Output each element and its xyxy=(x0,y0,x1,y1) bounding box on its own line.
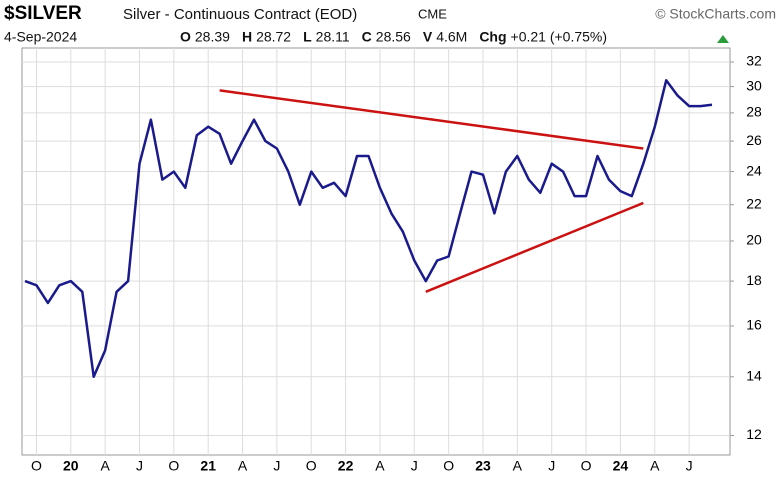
x-tick-label: A xyxy=(513,458,523,474)
stat-label: V xyxy=(423,29,433,45)
source: © StockCharts.com xyxy=(655,6,776,22)
x-tick-label: 21 xyxy=(200,458,216,474)
x-tick-label: J xyxy=(136,458,143,474)
x-tick-label: A xyxy=(375,458,385,474)
stat-value: 28.72 xyxy=(256,29,291,45)
trendline xyxy=(425,201,644,293)
up-arrow xyxy=(717,35,729,43)
y-tick-label: 24 xyxy=(746,162,762,178)
instrument-name: Silver - Continuous Contract (EOD) xyxy=(123,6,357,23)
x-tick-label: J xyxy=(686,458,693,474)
stat-label: H xyxy=(242,29,252,45)
x-tick-label: 20 xyxy=(63,458,79,474)
stat-label: Chg xyxy=(479,29,506,45)
x-tick-label: A xyxy=(238,458,248,474)
exchange: CME xyxy=(418,6,447,21)
trendline xyxy=(219,89,644,150)
x-tick-label: O xyxy=(31,458,42,474)
x-tick-label: J xyxy=(273,458,280,474)
symbol: $SILVER xyxy=(4,3,82,24)
y-tick-label: 12 xyxy=(746,426,762,442)
y-tick-label: 22 xyxy=(746,195,762,211)
x-tick-label: J xyxy=(411,458,418,474)
x-tick-label: 24 xyxy=(613,458,629,474)
x-tick-label: O xyxy=(443,458,454,474)
y-tick-label: 18 xyxy=(746,272,762,288)
x-tick-label: 22 xyxy=(338,458,354,474)
stat-value: +0.21 (+0.75%) xyxy=(511,29,608,45)
stat-value: 28.11 xyxy=(316,29,350,45)
y-tick-label: 20 xyxy=(746,232,762,248)
stat-value: 28.56 xyxy=(376,29,411,45)
x-tick-label: A xyxy=(100,458,110,474)
x-tick-label: O xyxy=(306,458,317,474)
y-tick-label: 26 xyxy=(746,132,762,148)
y-tick-label: 16 xyxy=(746,317,762,333)
y-tick-label: 28 xyxy=(746,104,762,120)
stats: O 28.39 H 28.72 L 28.11 C 28.56 V 4.6M Chg +0.21 (+… xyxy=(180,29,607,45)
date: 4-Sep-2024 xyxy=(4,29,77,45)
x-tick-label: A xyxy=(650,458,660,474)
y-tick-label: 30 xyxy=(746,77,762,93)
stat-label: L xyxy=(303,29,312,45)
price-line xyxy=(24,79,713,379)
x-tick-label: 23 xyxy=(475,458,491,474)
y-tick-label: 14 xyxy=(746,367,762,383)
x-tick-label: J xyxy=(548,458,555,474)
stat-label: C xyxy=(362,29,372,45)
stat-value: 28.39 xyxy=(195,29,230,45)
x-tick-label: O xyxy=(168,458,179,474)
stat-value: 4.6M xyxy=(436,29,467,45)
stat-label: O xyxy=(180,29,191,45)
x-tick-label: O xyxy=(581,458,592,474)
plot-frame xyxy=(21,47,731,456)
y-tick-label: 32 xyxy=(746,53,762,69)
